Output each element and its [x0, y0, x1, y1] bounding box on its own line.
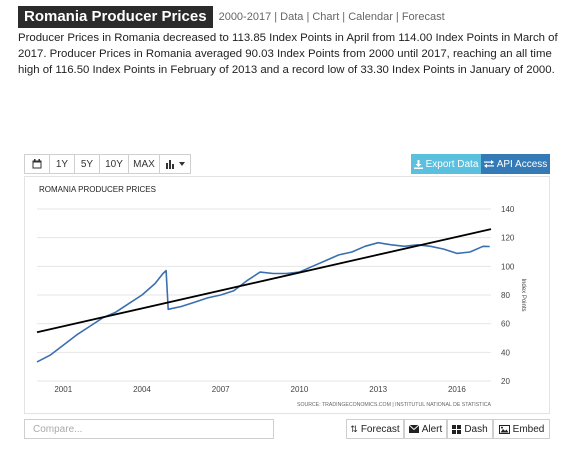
alert-label: Alert: [421, 423, 443, 435]
description-paragraph: Producer Prices in Romania decreased to …: [18, 32, 558, 76]
dashboard-icon: [452, 424, 462, 434]
y-tick-label-60: 60: [501, 320, 510, 329]
page-title: Romania Producer Prices: [18, 6, 213, 28]
y-tick-label-120: 120: [501, 234, 515, 243]
envelope-icon: [408, 425, 419, 433]
trend-line: [36, 228, 492, 334]
bar-chart-icon: [165, 159, 174, 169]
sort-arrows-icon: ⇅: [350, 423, 358, 434]
header-nav-links[interactable]: 2000-2017 | Data | Chart | Calendar | Fo…: [218, 11, 445, 23]
chart-toolbar: 1Y 5Y 10Y MAX: [24, 154, 191, 174]
y-tick-label-140: 140: [501, 205, 515, 214]
page-header: Romania Producer Prices 2000-2017 | Data…: [18, 6, 445, 28]
x-tick-label-2001: 2001: [54, 385, 72, 394]
y-tick-label-80: 80: [501, 291, 510, 300]
forecast-label: Forecast: [360, 423, 400, 435]
embed-button[interactable]: Embed: [493, 419, 550, 439]
api-access-label: API Access: [496, 158, 548, 170]
x-tick-label-2004: 2004: [133, 385, 151, 394]
caret-down-icon: [178, 162, 185, 166]
chart-type-button[interactable]: [159, 154, 191, 174]
chart-source: SOURCE: TRADINGECONOMICS.COM | INSTITUTU…: [297, 402, 492, 408]
calendar-button[interactable]: [24, 154, 50, 174]
range-max-button[interactable]: MAX: [128, 154, 160, 174]
range-1y-button[interactable]: 1Y: [49, 154, 75, 174]
download-icon: [413, 159, 423, 169]
y-tick-label-100: 100: [501, 262, 515, 271]
range-5y-button[interactable]: 5Y: [74, 154, 100, 174]
x-tick-label-2013: 2013: [369, 385, 387, 394]
y-tick-label-20: 20: [501, 377, 510, 386]
calendar-icon: [32, 159, 42, 169]
chart-panel: ROMANIA PRODUCER PRICES 20 40 60 80 100 120 140…: [24, 176, 550, 414]
forecast-button[interactable]: ⇅ Forecast: [346, 419, 404, 439]
y-tick-label-40: 40: [501, 348, 510, 357]
y-axis-label: Index Points: [520, 278, 526, 311]
series-line-0: [36, 241, 490, 363]
chart-title: ROMANIA PRODUCER PRICES: [39, 185, 156, 194]
export-data-label: Export Data: [425, 158, 479, 170]
export-data-button[interactable]: Export Data: [411, 154, 481, 174]
alert-button[interactable]: Alert: [404, 419, 447, 439]
api-access-button[interactable]: API Access: [481, 154, 550, 174]
embed-label: Embed: [512, 423, 545, 435]
producer-prices-chart: ROMANIA PRODUCER PRICES 20 40 60 80 100 120 140…: [36, 185, 526, 408]
x-tick-label-2007: 2007: [212, 385, 230, 394]
exchange-icon: [483, 160, 494, 168]
dash-button[interactable]: Dash: [447, 419, 493, 439]
x-tick-label-2016: 2016: [448, 385, 466, 394]
compare-input[interactable]: [24, 419, 274, 439]
x-tick-label-2010: 2010: [291, 385, 309, 394]
dash-label: Dash: [464, 423, 488, 435]
image-icon: [498, 424, 510, 434]
range-10y-button[interactable]: 10Y: [99, 154, 129, 174]
